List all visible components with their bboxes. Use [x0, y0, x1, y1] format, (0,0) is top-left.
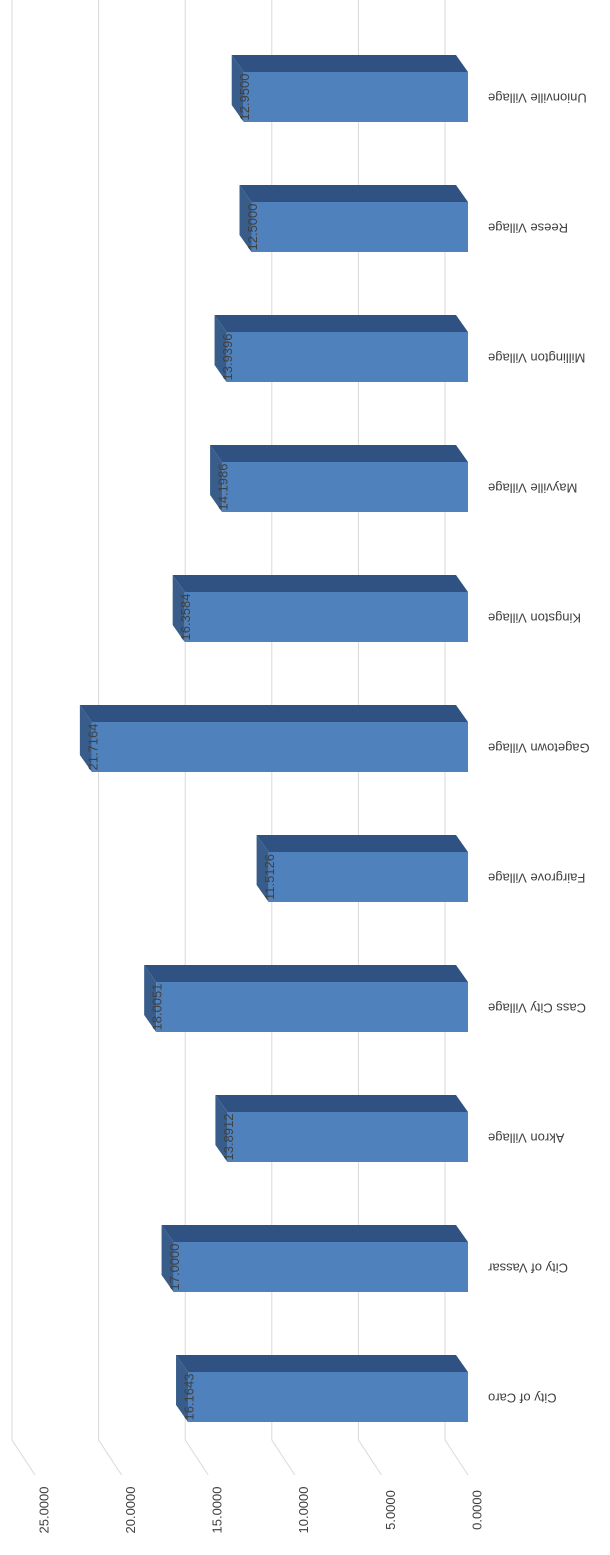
bar-top: [215, 1095, 228, 1162]
bar-top: [231, 55, 244, 122]
value-label: 17.0000: [167, 1244, 182, 1291]
x-tick-label: Millington Village: [488, 351, 585, 366]
x-tick-label: Kingston Village: [488, 611, 581, 626]
bar: [156, 982, 468, 1032]
bar: [222, 462, 468, 512]
y-tick-label: 25.0000: [36, 1487, 51, 1534]
bar-side: [79, 705, 468, 722]
y-tick-label: 0.0000: [469, 1490, 484, 1530]
bar-top: [79, 705, 92, 772]
bar-side: [231, 55, 468, 72]
bar: [251, 202, 468, 252]
bar-side: [256, 835, 468, 852]
bar-top: [214, 315, 227, 382]
bar: [91, 722, 468, 772]
grid-line: [98, 0, 123, 1476]
x-tick-label: Mayville Village: [488, 481, 577, 496]
value-label: 16.1643: [181, 1374, 196, 1421]
bar-side: [239, 185, 468, 202]
bar-side: [172, 575, 468, 592]
value-label: 11.5126: [262, 854, 277, 900]
x-tick-label: Reese Village: [488, 221, 568, 236]
bar-top: [239, 185, 252, 252]
bar: [184, 592, 468, 642]
grid-line: [184, 0, 209, 1476]
bar-top: [256, 835, 269, 902]
bar-top: [172, 575, 185, 642]
y-tick-label: 5.0000: [383, 1490, 398, 1530]
bar-side: [161, 1225, 468, 1242]
grid-line: [11, 0, 36, 1476]
value-label: 13.9396: [220, 334, 235, 381]
value-label: 16.3584: [178, 594, 193, 641]
x-tick-label: Unionville Village: [488, 91, 587, 106]
bar-top: [144, 965, 157, 1032]
bar: [188, 1372, 468, 1422]
y-tick-label: 10.0000: [296, 1487, 311, 1534]
value-label: 21.7164: [85, 724, 100, 771]
x-tick-label: City of Caro: [488, 1391, 557, 1406]
value-label: 18.0051: [150, 984, 165, 1031]
rotated-plot: 0.0000 5.0000 10.0000 15.0000 20.0000 25.0000…: [11, 0, 590, 1534]
x-tick-label: Cass City Village: [488, 1001, 586, 1016]
bar: [268, 852, 469, 902]
value-label: 13.8912: [221, 1114, 236, 1161]
value-label: 12.5000: [245, 204, 260, 251]
bar-top: [210, 445, 223, 512]
y-tick-label: 15.0000: [210, 1487, 225, 1534]
x-tick-label: City of Vassar: [487, 1261, 568, 1276]
bar-side: [215, 1095, 468, 1112]
bar-side: [144, 965, 468, 982]
bar-top: [161, 1225, 174, 1292]
bar-top: [176, 1355, 189, 1422]
bar: [173, 1242, 468, 1292]
x-tick-label: Akron Village: [488, 1131, 564, 1146]
y-tick-label: 20.0000: [123, 1487, 138, 1534]
bar-side: [176, 1355, 468, 1372]
bar-side: [214, 315, 468, 332]
value-label: 14.1986: [216, 464, 231, 511]
bar: [243, 72, 468, 122]
bar: [226, 332, 468, 382]
x-tick-label: Gagetown Village: [488, 741, 590, 756]
value-label: 12.9500: [237, 74, 252, 121]
bar-side: [210, 445, 468, 462]
bar: [227, 1112, 468, 1162]
x-tick-label: Fairgrove Village: [488, 871, 585, 886]
